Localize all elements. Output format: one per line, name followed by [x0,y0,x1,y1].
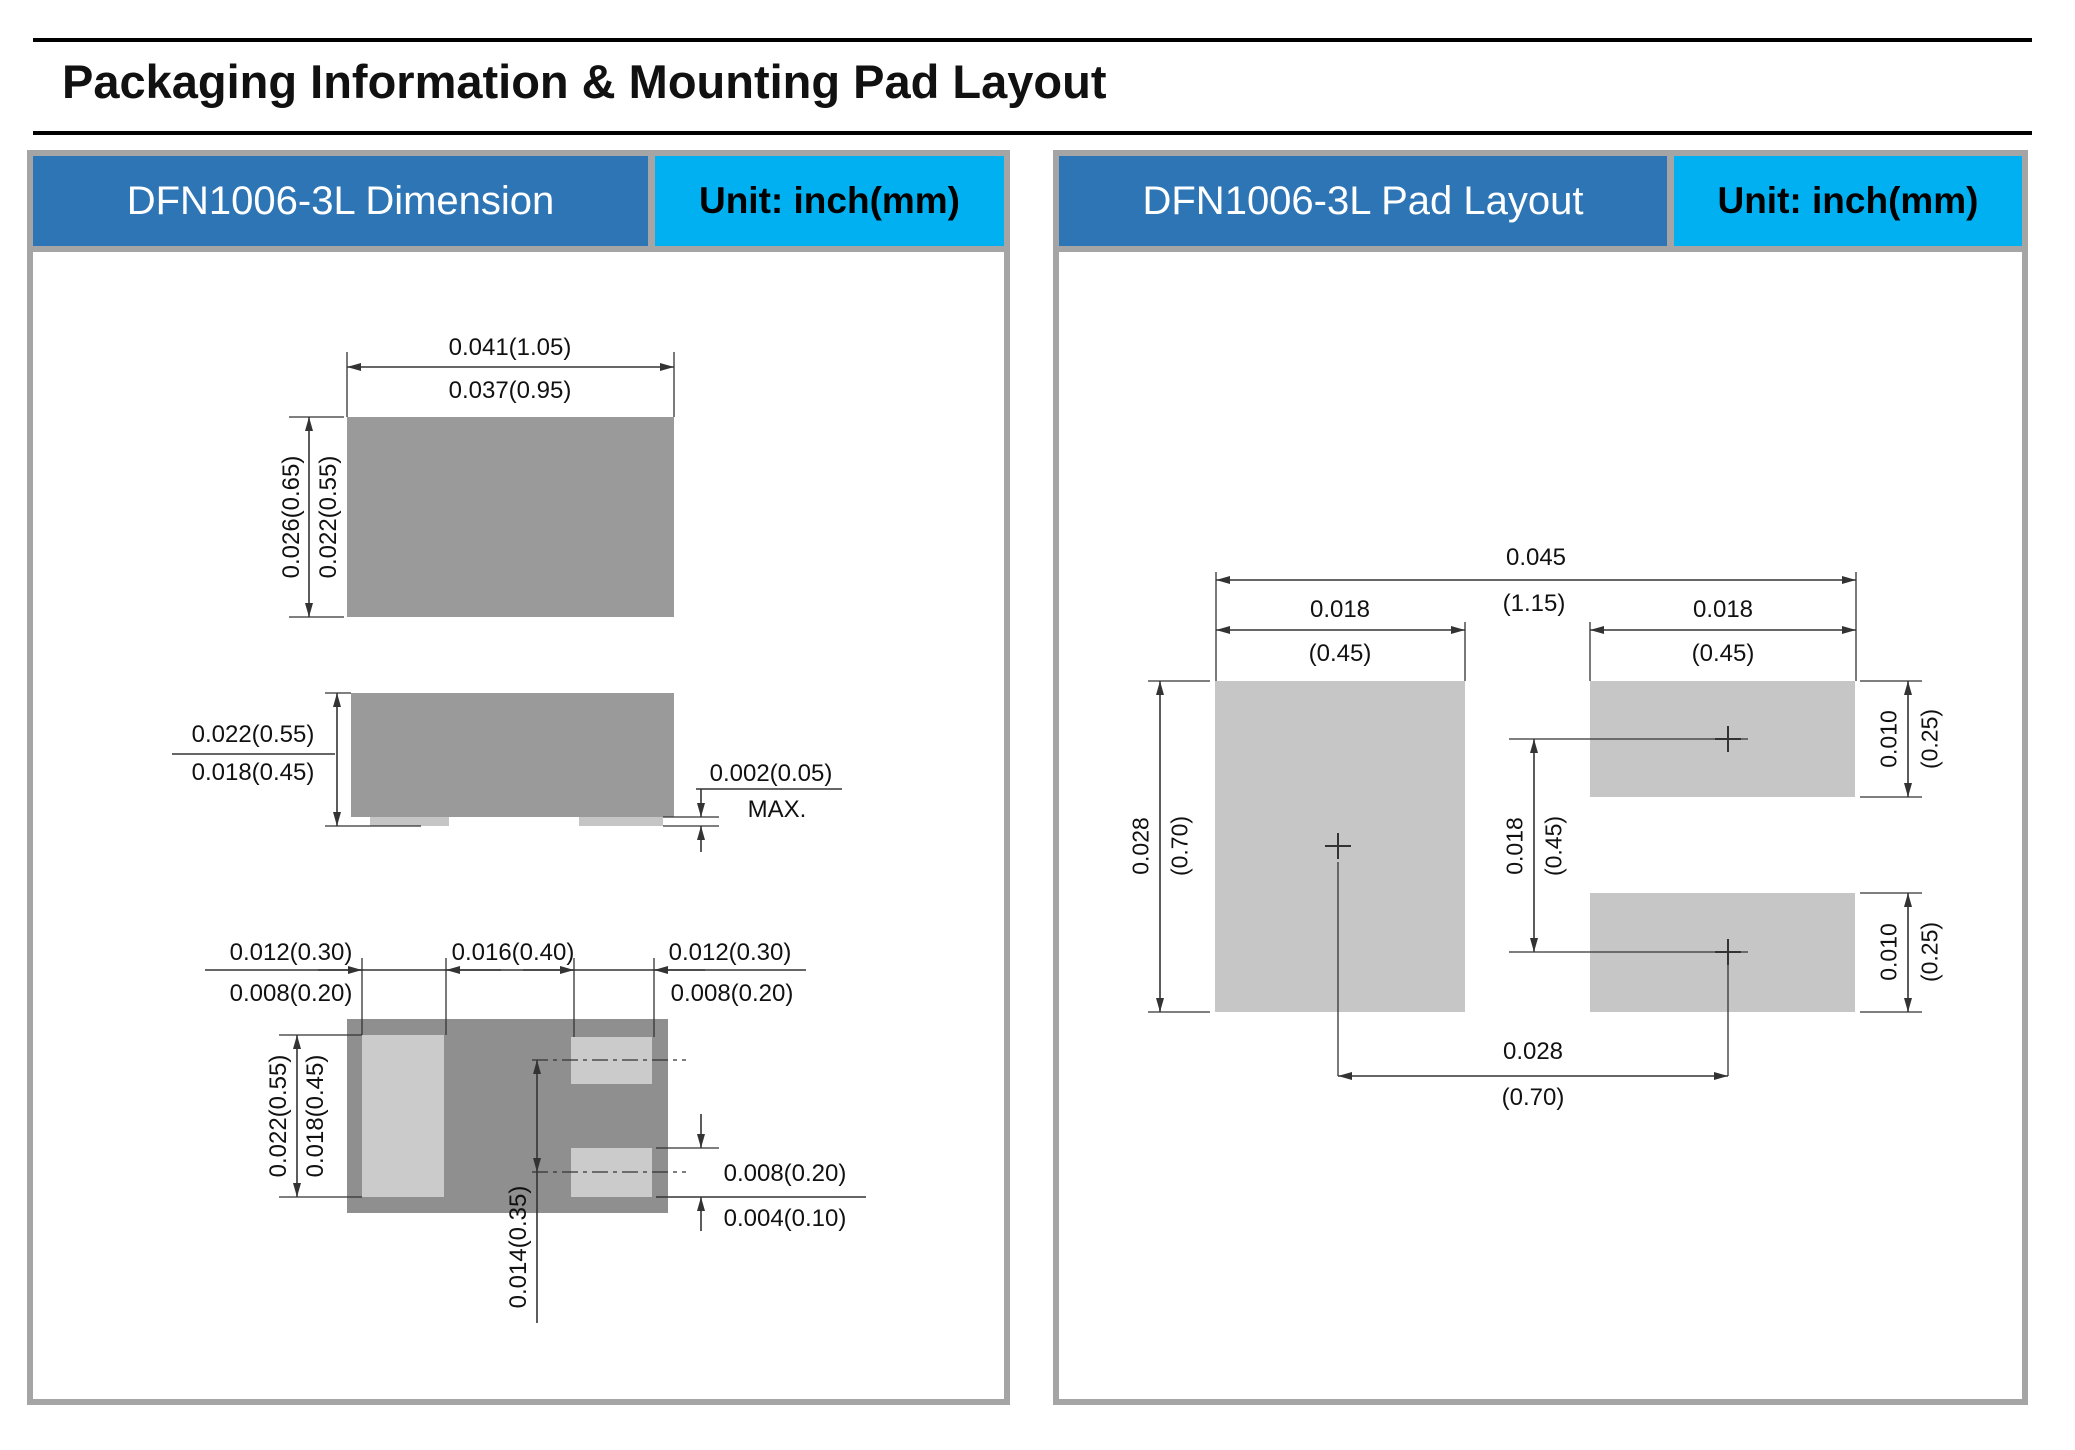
pad-layout-header-divider [1059,246,2022,252]
dimension-drawing [172,352,866,1323]
dimension-panel: DFN1006-3L Dimension Unit: inch(mm) [27,150,1010,1405]
dim-bottom-terminal-height-min: 0.004(0.10) [723,1205,847,1232]
dim-bottom-terminal-gap: 0.016(0.40) [451,939,575,966]
dimension-drawing-canvas: 0.041(1.05) 0.037(0.95) 0.026(0.65) 0.02… [33,252,1004,1399]
page-title: Packaging Information & Mounting Pad Lay… [62,55,1107,108]
side-view-body [351,693,674,817]
dimension-unit-badge: Unit: inch(mm) [655,156,1004,246]
dim-bottom-terminal-height-max: 0.008(0.20) [723,1160,847,1187]
dimension-header-divider [33,246,1004,252]
dim-bottom-pad-height-max: 0.022(0.55) [265,1054,292,1178]
pad-layout-drawing [1148,572,1922,1080]
title-top-rule [33,38,2032,42]
dim-bottom-right-terminal-width-min: 0.008(0.20) [670,980,794,1007]
dim-layout-top-pad-height-mm: (0.25) [1916,708,1943,770]
dim-top-width-max: 0.041(1.05) [448,334,572,361]
dim-layout-center-distance-mm: (0.70) [1501,1084,1565,1111]
dim-layout-left-pad-width-mm: (0.45) [1308,640,1372,667]
pad-layout-panel-header: DFN1006-3L Pad Layout Unit: inch(mm) [1059,156,2022,246]
dim-bottom-left-terminal-width-min: 0.008(0.20) [229,980,353,1007]
dimension-panel-title: DFN1006-3L Dimension [33,156,648,246]
bottom-view-left-pad [362,1035,444,1197]
dim-layout-left-pad-width-inch: 0.018 [1309,596,1371,623]
dim-bottom-right-terminal-width-max: 0.012(0.30) [668,939,792,966]
dim-layout-left-pad-height-mm: (0.70) [1166,815,1193,877]
dim-layout-top-pad-height-inch: 0.010 [1875,710,1902,768]
top-right-pad-center-mark [1715,726,1741,752]
dim-side-standoff: 0.002(0.05) [709,760,833,787]
side-view-right-terminal [579,817,663,826]
bottom-right-pad-center-mark [1715,939,1741,965]
dim-layout-overall-width-inch: 0.045 [1505,544,1567,571]
pad-layout-drawing-canvas: 0.045 (1.15) 0.018 (0.45) 0.018 (0.45) 0… [1059,252,2022,1399]
pad-layout-unit-badge: Unit: inch(mm) [1674,156,2022,246]
dim-layout-pad-pitch-inch: 0.018 [1501,817,1528,875]
dim-side-standoff-note: MAX. [747,796,807,823]
dim-top-height-max: 0.026(0.65) [278,455,305,579]
top-view-body [347,417,674,617]
dimension-panel-header: DFN1006-3L Dimension Unit: inch(mm) [33,156,1004,246]
dim-layout-pad-pitch-mm: (0.45) [1540,815,1567,877]
dim-bottom-terminal-pitch: 0.014(0.35) [505,1185,532,1309]
dim-layout-bottom-pad-height-mm: (0.25) [1916,921,1943,983]
side-view-left-terminal [370,817,449,826]
dim-layout-left-pad-height-inch: 0.028 [1127,817,1154,875]
dim-layout-overall-width-mm: (1.15) [1502,590,1566,617]
title-bottom-rule [33,131,2032,135]
pad-layout-panel: DFN1006-3L Pad Layout Unit: inch(mm) [1053,150,2028,1405]
dim-top-height-min: 0.022(0.55) [315,455,342,579]
dim-side-height-min: 0.018(0.45) [191,759,315,786]
dim-side-height-max: 0.022(0.55) [191,721,315,748]
left-pad-center-mark [1325,833,1351,859]
dim-layout-right-pad-width-mm: (0.45) [1691,640,1755,667]
dim-layout-center-distance-inch: 0.028 [1502,1038,1564,1065]
dim-layout-right-pad-width-inch: 0.018 [1692,596,1754,623]
dim-top-width-min: 0.037(0.95) [448,377,572,404]
dim-bottom-pad-height-min: 0.018(0.45) [302,1054,329,1178]
dim-layout-bottom-pad-height-inch: 0.010 [1875,923,1902,981]
dim-bottom-left-terminal-width-max: 0.012(0.30) [229,939,353,966]
pad-layout-panel-title: DFN1006-3L Pad Layout [1059,156,1667,246]
